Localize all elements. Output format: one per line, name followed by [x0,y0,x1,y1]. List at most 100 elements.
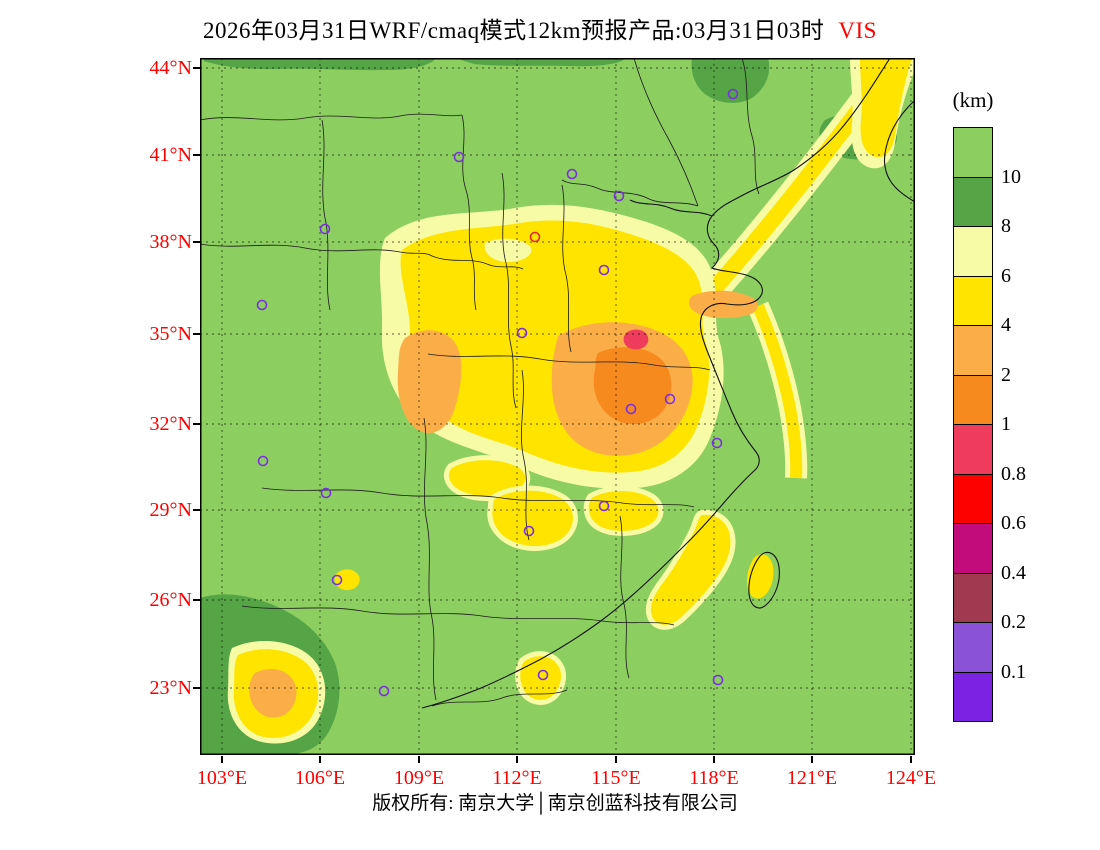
colorbar-tick-label: 6 [1001,264,1011,287]
lon-tick-label: 118°E [689,767,739,789]
visibility-contours [200,49,915,755]
lat-tick-mark [193,509,200,511]
city-marker [711,437,723,449]
lat-axis: 44°N 41°N 38°N 35°N 32°N 29°N 26°N 23°N [0,0,200,850]
city-marker [598,500,610,512]
lon-tick-label: 106°E [294,767,346,789]
lon-tick-mark [811,756,813,763]
colorbar-labels: 10 8 6 4 2 1 0.8 0.6 0.4 0.2 0.1 [1001,127,1071,727]
colorbar-cell [953,671,993,722]
colorbar-tick-label: 8 [1001,215,1011,237]
contour-yellow [645,509,736,630]
contour-yellow [583,486,664,536]
contour-yellow [860,58,912,158]
contour-orange [593,347,672,425]
lat-tick-label: 44°N [149,57,192,79]
lon-tick-mark [516,756,518,763]
city-marker [256,299,268,311]
boundary-line [619,515,630,679]
map-area [199,49,916,755]
colorbar-cell [953,473,993,524]
copyright-footer: 版权所有: 南京大学│南京创蓝科技有限公司 [372,793,738,814]
lon-tick-mark [418,756,420,763]
city-marker [378,685,390,697]
city-marker [453,151,465,163]
lat-tick-label: 29°N [149,499,192,521]
coastline [421,57,916,709]
colorbar-cell [953,572,993,623]
colorbar-tick-label: 10 [1001,165,1021,188]
city-marker [613,190,625,202]
coastline-taiwan [748,551,780,609]
lat-tick-mark [193,241,200,243]
lon-tick-label: 103°E [196,767,248,789]
coastline-korea [883,99,916,203]
city-marker-highlight [529,231,541,243]
colorbar-tick-label: 0.6 [1001,512,1026,534]
colorbar-cell [953,424,993,475]
lat-tick-mark [193,687,200,689]
colorbar-cells [953,127,993,722]
colorbar-unit-label: (km) [952,88,994,112]
lat-tick-label: 38°N [149,231,192,253]
contour-dark-green [455,58,626,67]
city-marker [712,674,724,686]
coastline-mainland [421,57,891,709]
lon-tick-label: 112°E [492,767,542,789]
colorbar-tick-label: 1 [1001,413,1011,435]
colorbar-cell [953,275,993,326]
colorbar-tick-label: 0.8 [1001,462,1026,485]
lat-tick-mark [193,67,200,69]
boundary-line [423,417,437,701]
colorbar-cell [953,127,993,178]
lat-tick-mark [193,154,200,156]
contour-dark-green [691,58,770,103]
lat-tick-label: 26°N [149,589,192,611]
boundary-line [741,57,760,195]
city-marker [523,525,535,537]
city-markers [256,88,739,697]
lon-tick-mark [713,756,715,763]
contour-yellow [515,651,566,705]
lat-tick-label: 23°N [149,677,192,699]
boundary-line [633,57,699,207]
lon-tick-label: 124°E [885,767,937,789]
lon-tick-mark [615,756,617,763]
colorbar-cell [953,176,993,227]
colorbar-cell [953,325,993,376]
forecast-map [199,49,916,755]
contour-yellow [334,569,360,591]
boundary-line [261,487,695,508]
map-border [200,58,915,755]
boundary-line [431,255,524,270]
lon-tick-mark [910,756,912,763]
boundary-line [321,119,331,311]
contour-coastband-yellow [752,303,803,479]
lat-tick-label: 35°N [149,323,192,345]
contour-rose [623,329,649,350]
plot-title: 2026年03月31日WRF/cmaq模式12km预报产品:03月31日03时 V… [0,11,1080,45]
boundary-line [521,369,530,541]
city-marker [625,403,637,415]
boundary-line [431,689,568,707]
lon-tick-label: 109°E [393,767,445,789]
lon-tick-label: 121°E [786,767,838,789]
lat-tick-label: 41°N [149,144,192,166]
city-marker [537,669,549,681]
city-marker [257,455,269,467]
coastline-bohai [629,199,713,217]
colorbar-cell [953,523,993,574]
contour-pale-yellow [484,238,532,263]
boundary-line [199,243,433,257]
city-marker [664,393,676,405]
contour-light-orange [688,290,758,319]
boundary-line [561,184,572,353]
boundary-line [241,605,675,626]
colorbar-tick-label: 2 [1001,363,1011,386]
city-marker [566,168,578,180]
contour-yellow [747,554,774,599]
colorbar-cell [953,374,993,425]
lon-tick-label: 115°E [591,767,641,789]
lon-tick-mark [319,756,321,763]
